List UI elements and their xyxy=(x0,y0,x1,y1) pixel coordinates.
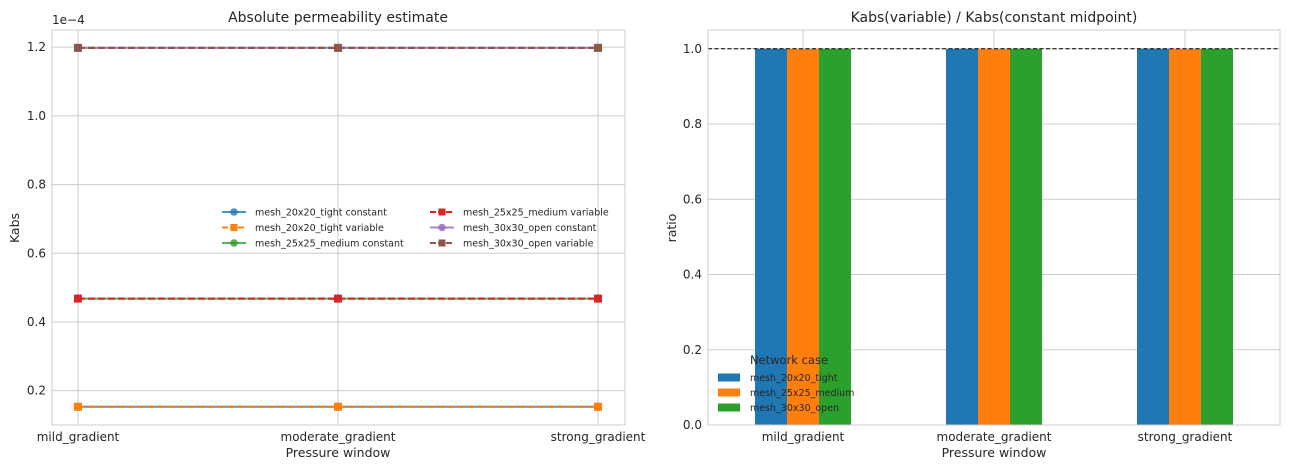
right-y-tick-label: 1.0 xyxy=(683,42,702,56)
legend-label: mesh_20x20_tight variable xyxy=(255,223,384,234)
left-y-tick-label: 0.2 xyxy=(27,384,46,398)
right-x-axis-label: Pressure window xyxy=(942,445,1047,460)
legend-entry: mesh_20x20_tight constant xyxy=(222,208,387,219)
left-legend: mesh_20x20_tight constant mesh_20x20_tigh… xyxy=(222,208,609,250)
legend-marker xyxy=(438,223,446,232)
left-y-tick-label: 0.4 xyxy=(27,315,46,329)
legend-entry: mesh_20x20_tight variable xyxy=(222,223,384,234)
data-point xyxy=(74,294,82,303)
data-point xyxy=(74,43,82,52)
data-point xyxy=(334,402,342,411)
left-y-tick-label: 0.6 xyxy=(27,246,46,260)
right-chart-title: Kabs(variable) / Kabs(constant midpoint) xyxy=(851,10,1138,26)
legend-label: mesh_25x25_medium xyxy=(750,388,854,399)
data-point xyxy=(594,294,602,303)
right-x-tick-label: mild_gradient xyxy=(762,430,845,444)
left-y-offset-label: 1e−4 xyxy=(52,13,85,27)
line-series xyxy=(74,402,602,411)
legend-entry: mesh_30x30_open xyxy=(718,403,839,414)
left-x-tick-label: moderate_gradient xyxy=(281,430,396,444)
legend-label: mesh_30x30_open constant xyxy=(463,223,597,234)
left-y-tick-label: 0.8 xyxy=(27,178,46,192)
bar xyxy=(978,48,1010,426)
right-legend: Network case mesh_20x20_tight mesh_25x25_m… xyxy=(718,353,854,414)
bar xyxy=(1137,48,1169,426)
left-y-axis-label: Kabs xyxy=(7,213,22,243)
right-y-tick-label: 0.6 xyxy=(683,192,702,206)
legend-label: mesh_20x20_tight xyxy=(750,373,838,384)
bar xyxy=(1010,48,1042,426)
right-y-tick-label: 0.8 xyxy=(683,117,702,131)
left-x-tick-label: strong_gradient xyxy=(551,430,646,444)
bar xyxy=(1201,48,1233,426)
left-plot-frame xyxy=(51,29,626,426)
legend-marker xyxy=(230,239,238,247)
left-chart-title: Absolute permeability estimate xyxy=(228,10,448,26)
left-x-axis-label: Pressure window xyxy=(286,445,391,460)
legend-marker xyxy=(230,208,238,216)
legend-label: mesh_25x25_medium constant xyxy=(255,239,404,250)
data-point xyxy=(594,402,602,411)
bar xyxy=(819,48,851,426)
right-x-tick-label: moderate_gradient xyxy=(937,430,1052,444)
data-point xyxy=(334,294,342,303)
legend-label: mesh_30x30_open xyxy=(750,403,839,414)
legend-marker xyxy=(230,224,238,231)
right-y-axis-label: ratio xyxy=(664,214,679,243)
right-y-tick-label: 0.2 xyxy=(683,343,702,357)
left-x-tick-label: mild_gradient xyxy=(37,430,120,444)
bar xyxy=(1169,48,1201,426)
legend-label: mesh_20x20_tight constant xyxy=(255,208,387,219)
right-chart: Kabs(variable) / Kabs(constant midpoint)… xyxy=(664,10,1281,460)
legend-entry: mesh_25x25_medium xyxy=(718,388,854,399)
right-plot-frame xyxy=(707,29,1281,426)
legend-title: Network case xyxy=(750,353,828,367)
legend-swatch xyxy=(718,388,740,397)
bar xyxy=(946,48,978,426)
right-y-tick-label: 0.0 xyxy=(683,418,702,432)
bar xyxy=(787,48,819,426)
legend-marker xyxy=(438,208,446,216)
right-x-tick-label: strong_gradient xyxy=(1138,430,1233,444)
line-series xyxy=(74,43,602,52)
legend-swatch xyxy=(718,403,740,412)
data-point xyxy=(334,43,342,52)
legend-entry: mesh_25x25_medium constant xyxy=(222,239,404,250)
data-point xyxy=(74,402,82,411)
legend-marker xyxy=(438,239,446,247)
legend-swatch xyxy=(718,373,740,382)
left-y-tick-label: 1.2 xyxy=(27,40,46,54)
legend-label: mesh_25x25_medium variable xyxy=(463,208,609,219)
bar xyxy=(755,48,787,426)
legend-entry: mesh_30x30_open constant xyxy=(430,223,597,234)
line-series xyxy=(74,294,602,303)
legend-entry: mesh_20x20_tight xyxy=(718,373,838,384)
data-point xyxy=(594,43,602,52)
left-chart: Absolute permeability estimate 1e−4 0.2 0… xyxy=(7,10,646,460)
left-y-tick-label: 1.0 xyxy=(27,109,46,123)
legend-entry: mesh_25x25_medium variable xyxy=(430,208,609,219)
right-y-tick-label: 0.4 xyxy=(683,268,702,282)
legend-label: mesh_30x30_open variable xyxy=(463,239,594,250)
legend-entry: mesh_30x30_open variable xyxy=(430,239,594,250)
